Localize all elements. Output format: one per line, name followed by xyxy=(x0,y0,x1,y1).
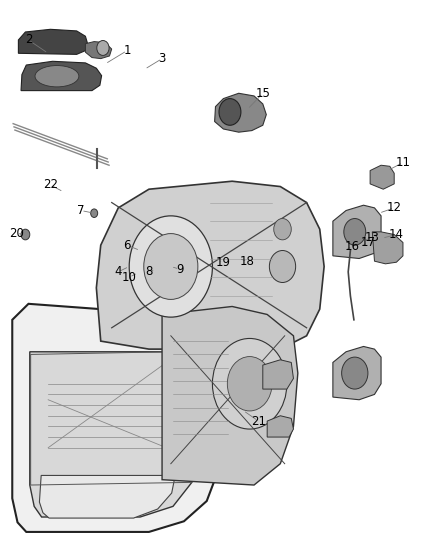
Text: 14: 14 xyxy=(389,228,404,241)
Text: 6: 6 xyxy=(123,239,131,252)
Circle shape xyxy=(274,219,291,240)
Text: 4: 4 xyxy=(114,265,122,278)
Text: 12: 12 xyxy=(387,201,402,214)
Text: 11: 11 xyxy=(396,156,410,169)
Text: 10: 10 xyxy=(122,271,137,284)
Polygon shape xyxy=(162,306,298,485)
Text: 17: 17 xyxy=(360,236,375,249)
Text: 2: 2 xyxy=(25,34,32,46)
Text: 19: 19 xyxy=(216,256,231,269)
Polygon shape xyxy=(372,232,403,264)
Circle shape xyxy=(91,209,98,217)
Text: 13: 13 xyxy=(365,231,380,244)
Polygon shape xyxy=(21,61,102,91)
Polygon shape xyxy=(333,346,381,400)
Circle shape xyxy=(21,229,30,240)
Polygon shape xyxy=(12,304,218,532)
Circle shape xyxy=(342,357,368,389)
Polygon shape xyxy=(333,205,381,259)
Text: 21: 21 xyxy=(251,415,266,427)
Circle shape xyxy=(269,251,296,282)
Text: 3: 3 xyxy=(159,52,166,65)
Circle shape xyxy=(97,41,109,55)
Circle shape xyxy=(212,338,287,429)
Text: 7: 7 xyxy=(77,204,85,217)
Polygon shape xyxy=(96,181,324,349)
Ellipse shape xyxy=(35,66,79,87)
Text: 1: 1 xyxy=(123,44,131,57)
Text: 18: 18 xyxy=(240,255,255,268)
Polygon shape xyxy=(85,42,112,59)
Polygon shape xyxy=(370,165,394,189)
Circle shape xyxy=(144,233,198,300)
Polygon shape xyxy=(263,360,293,389)
Polygon shape xyxy=(39,475,175,518)
Text: 22: 22 xyxy=(43,179,58,191)
Circle shape xyxy=(344,219,366,245)
Text: 16: 16 xyxy=(345,240,360,253)
Text: 9: 9 xyxy=(176,263,184,276)
Circle shape xyxy=(129,216,212,317)
Text: 8: 8 xyxy=(145,265,152,278)
Text: 15: 15 xyxy=(255,87,270,100)
Polygon shape xyxy=(215,93,266,132)
Polygon shape xyxy=(18,29,88,54)
Circle shape xyxy=(227,357,272,411)
Text: 20: 20 xyxy=(9,227,24,240)
Polygon shape xyxy=(267,416,293,437)
Polygon shape xyxy=(30,352,198,517)
Circle shape xyxy=(219,99,241,125)
